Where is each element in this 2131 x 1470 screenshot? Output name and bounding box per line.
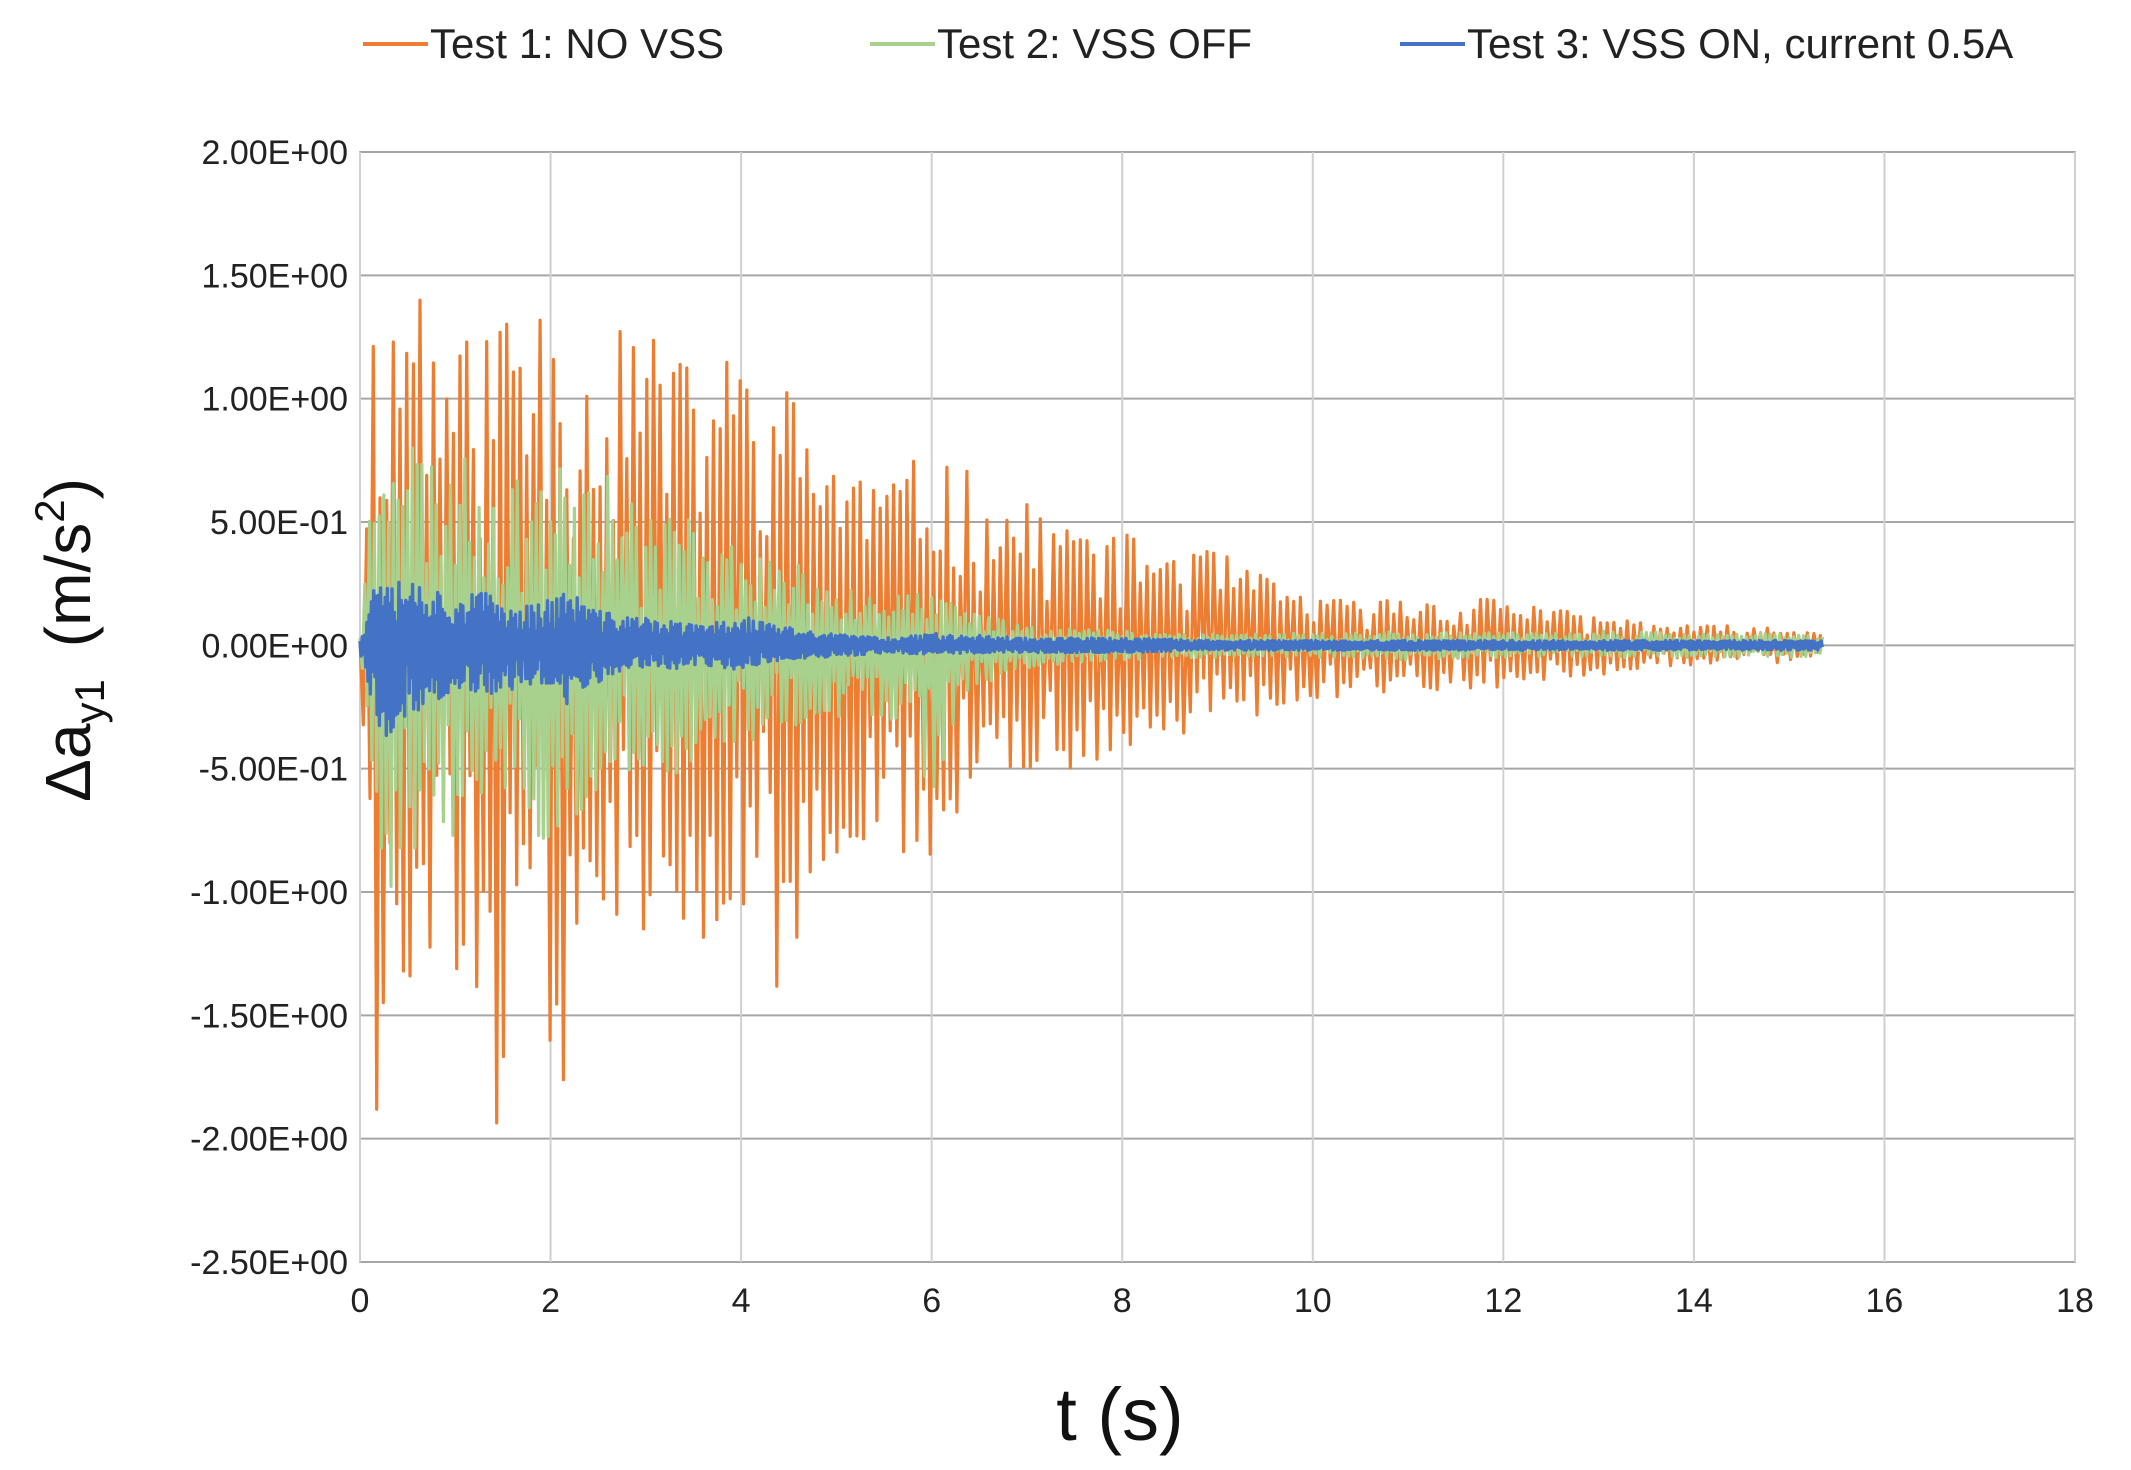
x-tick-label: 12 bbox=[1484, 1282, 1522, 1320]
y-tick-label: 1.00E+00 bbox=[201, 381, 348, 419]
y-tick-label: 0.00E+00 bbox=[201, 627, 348, 665]
x-tick-label: 16 bbox=[1866, 1282, 1904, 1320]
y-tick-label: 1.50E+00 bbox=[201, 257, 348, 295]
x-axis-title: t (s) bbox=[1056, 1373, 1183, 1456]
x-tick-label: 4 bbox=[732, 1282, 751, 1320]
plot-area: 2.00E+00 1.50E+00 1.00E+00 5.00E-01 0.00E+00… bbox=[190, 134, 2094, 1320]
y-title-subscript: y1 bbox=[66, 679, 113, 723]
y-tick-label: -1.00E+00 bbox=[190, 874, 348, 912]
x-tick-label: 10 bbox=[1294, 1282, 1332, 1320]
y-tick-label: 5.00E-01 bbox=[210, 504, 348, 542]
x-tick-label: 0 bbox=[351, 1282, 370, 1320]
y-tick-label: 2.00E+00 bbox=[201, 134, 348, 172]
y-tick-label: -2.50E+00 bbox=[190, 1244, 348, 1282]
y-tick-label: -2.00E+00 bbox=[190, 1121, 348, 1159]
legend-label-test2: Test 2: VSS OFF bbox=[937, 20, 1252, 67]
x-tick-label: 2 bbox=[541, 1282, 560, 1320]
y-title-superscript: 2 bbox=[26, 499, 73, 522]
legend-label-test3: Test 3: VSS ON, current 0.5A bbox=[1467, 20, 2013, 67]
x-tick-label: 18 bbox=[2056, 1282, 2094, 1320]
y-axis-title: Δay1 (m/s2) bbox=[26, 478, 113, 802]
x-tick-label: 6 bbox=[922, 1282, 941, 1320]
legend-item-test3: Test 3: VSS ON, current 0.5A bbox=[1400, 20, 2013, 67]
y-title-unit: (m/s bbox=[32, 523, 104, 679]
y-title-main: Δa bbox=[32, 723, 104, 802]
x-tick-label: 8 bbox=[1113, 1282, 1132, 1320]
x-tick-label: 14 bbox=[1675, 1282, 1713, 1320]
legend-item-test2: Test 2: VSS OFF bbox=[870, 20, 1252, 67]
y-title-unit-close: ) bbox=[32, 478, 104, 499]
legend-label-test1: Test 1: NO VSS bbox=[430, 20, 724, 67]
series-line-test3 bbox=[358, 580, 1824, 738]
legend: Test 1: NO VSS Test 2: VSS OFF Test 3: V… bbox=[363, 20, 2013, 67]
legend-item-test1: Test 1: NO VSS bbox=[363, 20, 724, 67]
series-line-test1 bbox=[358, 298, 1823, 1125]
y-tick-label: -5.00E-01 bbox=[199, 751, 348, 789]
y-tick-label: -1.50E+00 bbox=[190, 997, 348, 1035]
